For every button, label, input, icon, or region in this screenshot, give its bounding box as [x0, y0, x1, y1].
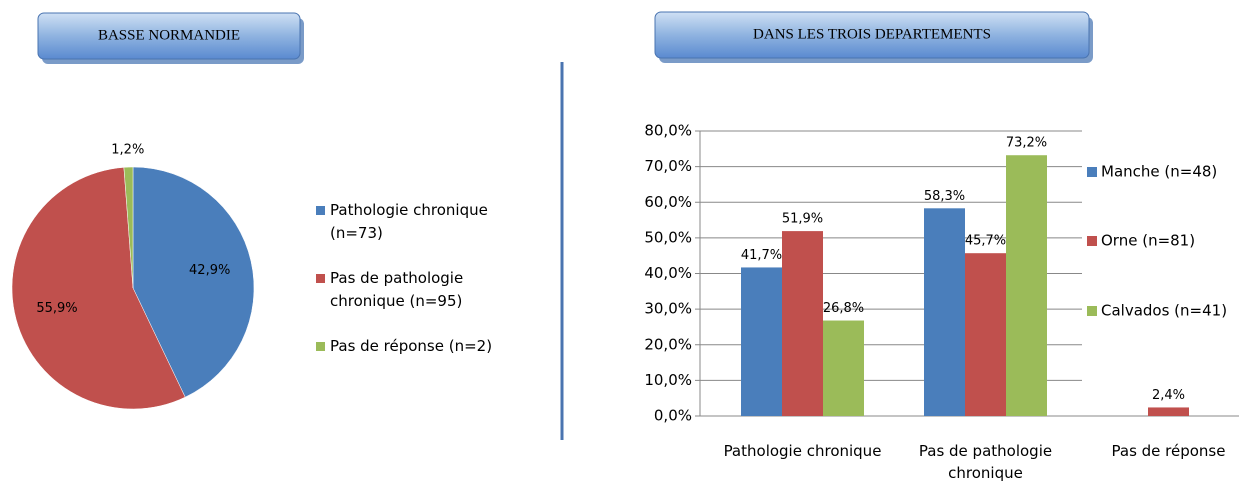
- y-tick-label: 70,0%: [644, 157, 692, 175]
- chart-title: BASSE NORMANDIE: [98, 27, 240, 43]
- legend-label: Orne (n=81): [1101, 232, 1195, 250]
- y-tick-label: 10,0%: [644, 371, 692, 389]
- data-label: 26,8%: [823, 301, 864, 316]
- data-label: 55,9%: [36, 301, 77, 316]
- legend-swatch: [316, 274, 325, 283]
- legend-label: Pas de pathologie chronique (n=95): [330, 269, 464, 310]
- y-tick-label: 80,0%: [644, 122, 692, 140]
- data-label: 2,4%: [1152, 388, 1185, 403]
- pie-slice: [132, 166, 255, 398]
- legend-label: Pathologie chronique (n=73): [330, 201, 488, 242]
- bar: [823, 320, 864, 416]
- data-label: 45,7%: [965, 234, 1006, 249]
- chart-title: DANS LES TROIS DEPARTEMENTS: [753, 26, 991, 42]
- legend-swatch: [1087, 236, 1097, 246]
- pie-slice: [11, 167, 186, 410]
- data-label: 73,2%: [1006, 136, 1047, 151]
- y-tick-label: 20,0%: [644, 335, 692, 353]
- title-box: [37, 12, 301, 60]
- pie-slice: [123, 166, 134, 289]
- y-tick-label: 50,0%: [644, 228, 692, 246]
- bar: [924, 208, 965, 416]
- legend-label: Manche (n=48): [1101, 163, 1217, 181]
- data-label: 42,9%: [189, 263, 230, 278]
- y-tick-label: 60,0%: [644, 193, 692, 211]
- legend-swatch: [1087, 306, 1097, 316]
- title-box: [654, 11, 1090, 59]
- y-tick-label: 30,0%: [644, 300, 692, 318]
- legend-label: Pas de réponse (n=2): [330, 337, 493, 355]
- y-tick-label: 40,0%: [644, 264, 692, 282]
- legend-swatch: [1087, 167, 1097, 177]
- bar: [741, 267, 782, 416]
- legend-swatch: [316, 342, 325, 351]
- legend-swatch: [316, 206, 325, 215]
- bar: [782, 231, 823, 416]
- y-tick-label: 0,0%: [654, 407, 692, 425]
- x-tick-label: Pas de réponse: [1111, 442, 1226, 460]
- bar: [1006, 155, 1047, 416]
- data-label: 58,3%: [924, 189, 965, 204]
- data-label: 1,2%: [111, 143, 144, 158]
- bar: [1148, 407, 1189, 416]
- data-label: 41,7%: [741, 248, 782, 263]
- x-tick-label: Pathologie chronique: [723, 442, 882, 460]
- legend-label: Calvados (n=41): [1101, 302, 1227, 320]
- data-label: 51,9%: [782, 212, 823, 227]
- x-tick-label: Pas de pathologie chronique: [918, 442, 1053, 482]
- bar: [965, 253, 1006, 416]
